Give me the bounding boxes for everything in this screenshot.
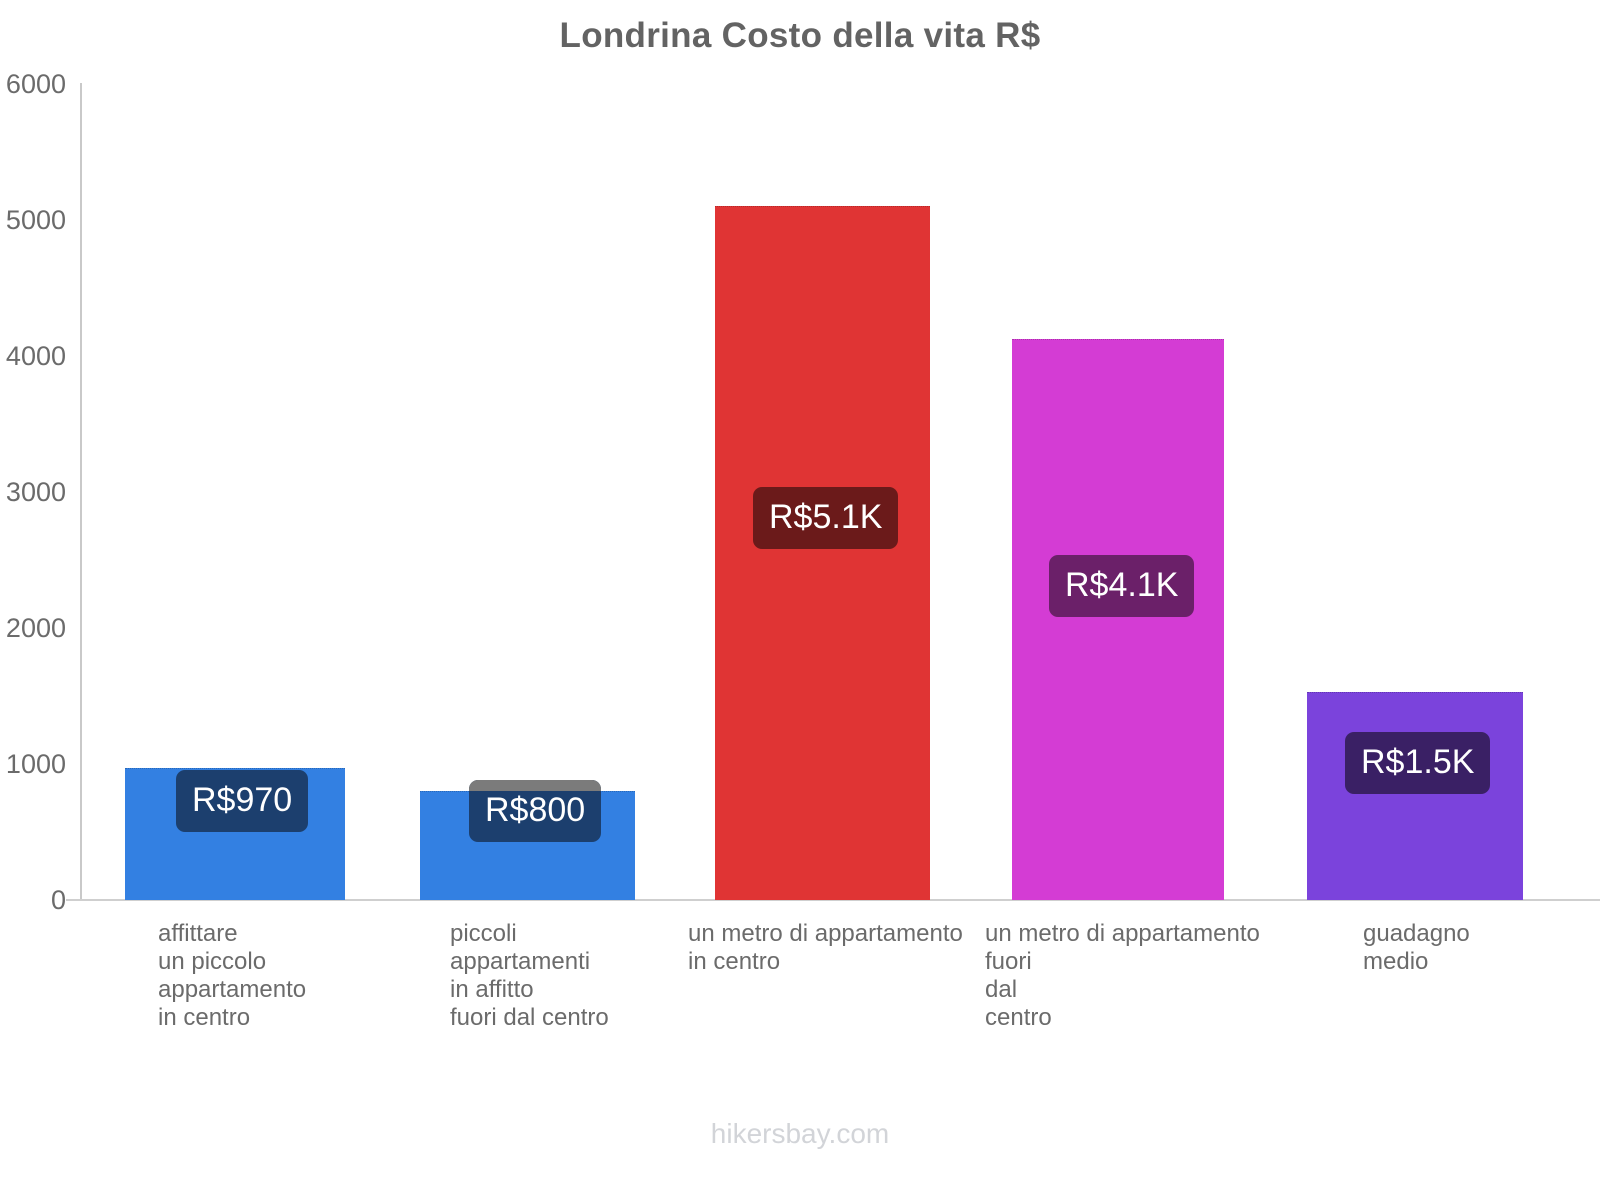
y-axis-line [80, 83, 82, 900]
y-tick-4000: 4000 [5, 341, 66, 371]
bar-rect-3[interactable] [715, 205, 930, 900]
x-category-label-5: guadagno medio [1363, 920, 1470, 975]
bar-value-label-5: R$1.5K [1345, 732, 1491, 794]
x-axis-line [66, 899, 1600, 901]
y-tick-1000: 1000 [5, 749, 66, 779]
watermark-hikersbay: hikersbay.com [710, 1118, 890, 1149]
x-category-label-1: affittare un piccolo appartamento in cen… [158, 920, 307, 1031]
y-tick-6000: 6000 [5, 69, 66, 99]
y-tick-0: 0 [50, 885, 66, 915]
y-tick-3000: 3000 [5, 477, 66, 507]
page-title: Londrina Costo della vita R$ [559, 16, 1041, 55]
x-category-label-3: un metro di appartamento in centro [688, 920, 963, 975]
y-tick-2000: 2000 [5, 613, 66, 643]
y-tick-5000: 5000 [5, 205, 66, 235]
bar-rect-5[interactable] [1307, 691, 1523, 900]
bar-value-label-4: R$4.1K [1049, 555, 1195, 617]
bar-rect-4[interactable] [1012, 339, 1224, 900]
bar-value-label-1: R$970 [176, 770, 309, 832]
x-category-label-4: un metro di appartamento fuori dal centr… [985, 920, 1260, 1031]
bar-value-label-3: R$5.1K [753, 487, 899, 549]
x-category-label-2: piccoli appartamenti in affitto fuori da… [450, 920, 609, 1031]
bar-value-label-cap-2 [469, 780, 601, 792]
